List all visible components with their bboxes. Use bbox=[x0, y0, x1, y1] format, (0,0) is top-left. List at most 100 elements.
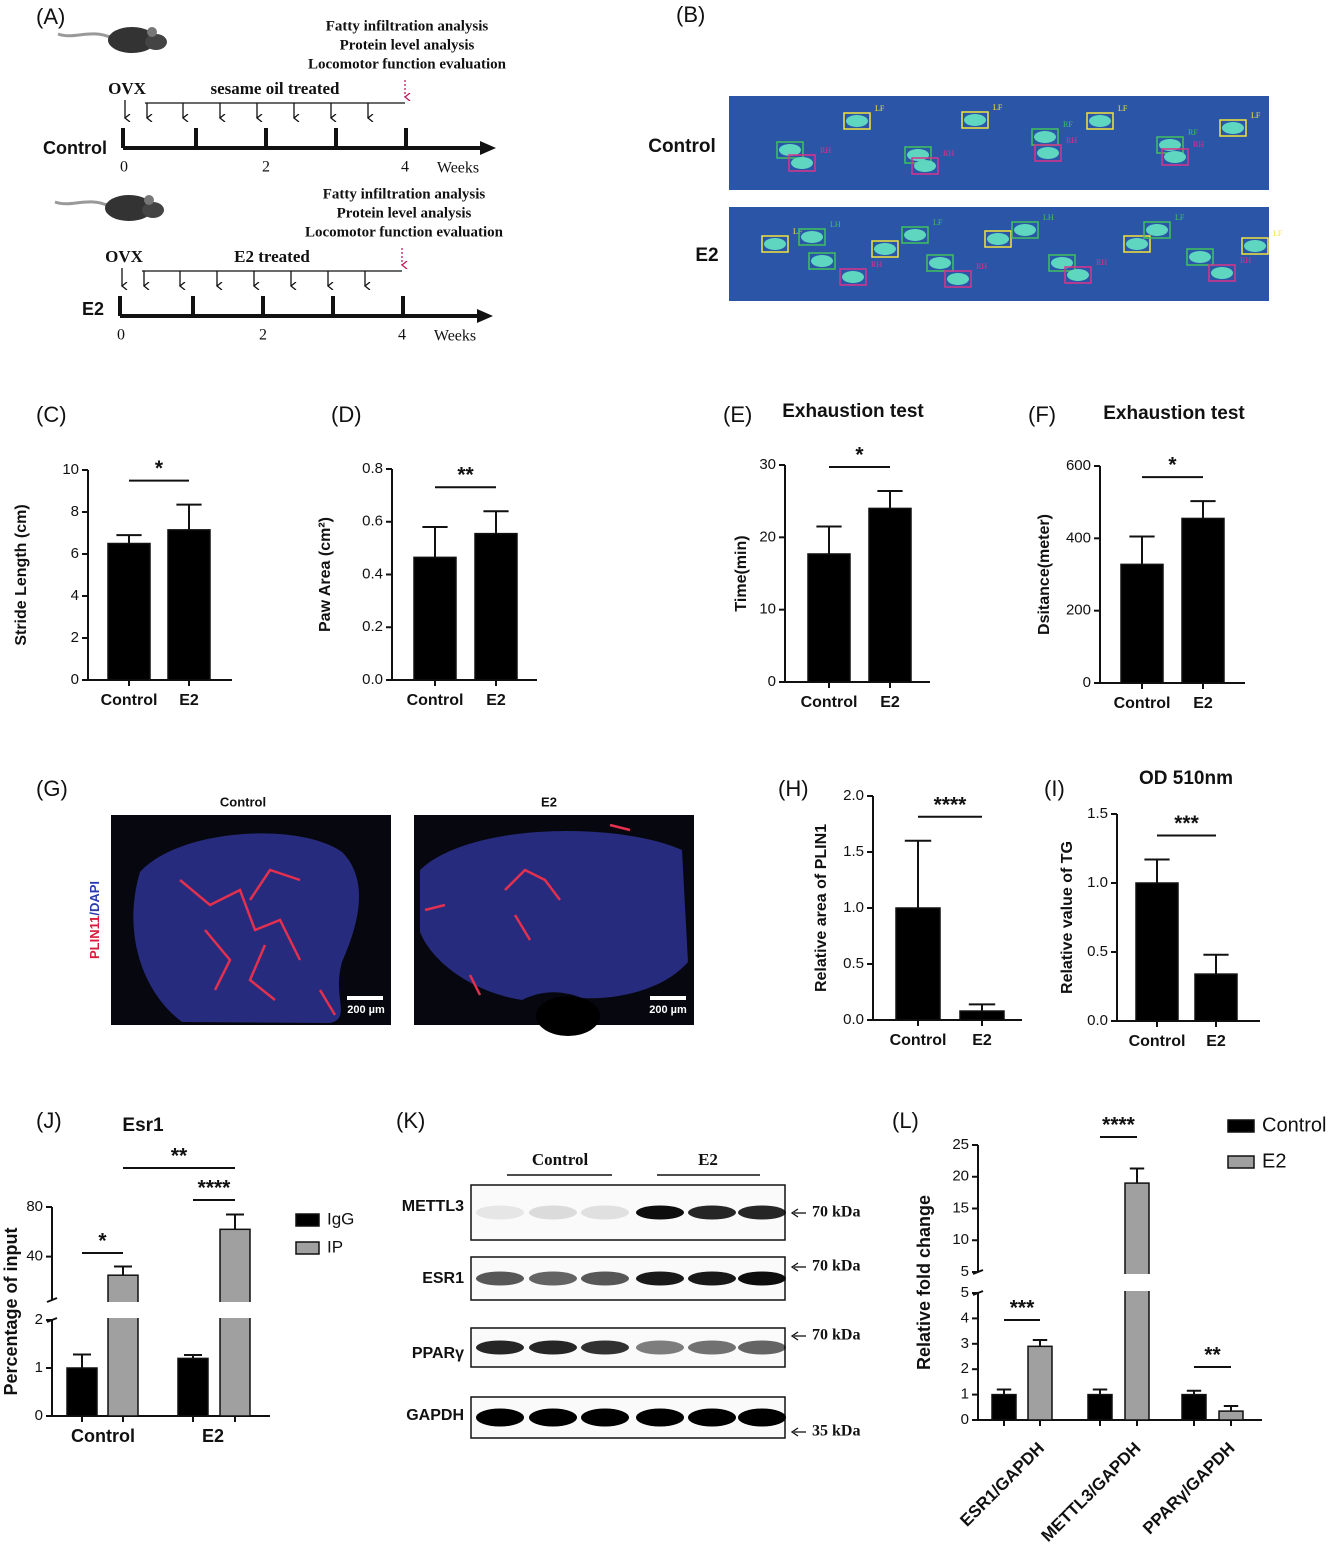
tissue bbox=[133, 833, 360, 1023]
significance-label: ** bbox=[1204, 1344, 1221, 1367]
panel-label: (L) bbox=[892, 1108, 919, 1133]
blot-band bbox=[476, 1408, 524, 1427]
y-tick-label: 0.5 bbox=[843, 955, 864, 972]
paw-tag: RF bbox=[1188, 128, 1198, 137]
paw-box bbox=[1086, 112, 1114, 130]
paw-print bbox=[1189, 251, 1211, 263]
mouse-tail bbox=[54, 200, 110, 208]
paw-box bbox=[788, 154, 816, 172]
analysis-label: Fatty infiltration analysis bbox=[326, 18, 489, 34]
y-axis-label: Paw Area (cm²) bbox=[317, 517, 334, 632]
paw-box bbox=[1123, 235, 1151, 253]
y-tick-label: 2 bbox=[71, 629, 79, 646]
axis-break bbox=[53, 1302, 272, 1318]
size-label: 70 kDa bbox=[812, 1327, 860, 1344]
y-tick-label: 0.4 bbox=[362, 565, 383, 582]
paw-tag: LF bbox=[933, 218, 943, 227]
paw-tag: LF bbox=[875, 104, 885, 113]
blot-band bbox=[738, 1408, 786, 1427]
x-tick-label: Control bbox=[1114, 695, 1171, 712]
y-tick-label: 1 bbox=[961, 1386, 969, 1403]
y-tick-label: 80 bbox=[26, 1198, 43, 1215]
panel-label: (H) bbox=[778, 776, 809, 801]
time-label: 0 bbox=[120, 159, 128, 176]
significance-label: **** bbox=[934, 793, 968, 816]
paw-tag: RH bbox=[1193, 140, 1204, 149]
paw-box bbox=[843, 112, 871, 130]
analysis-label: Protein level analysis bbox=[340, 37, 475, 53]
paw-box bbox=[1034, 144, 1062, 162]
error-bar bbox=[116, 534, 142, 544]
panel-label: (G) bbox=[36, 776, 68, 801]
bar bbox=[1181, 1393, 1207, 1421]
paw-print bbox=[1146, 224, 1168, 236]
analysis-label: Fatty infiltration analysis bbox=[323, 186, 486, 202]
protein-label: GAPDH bbox=[406, 1407, 464, 1424]
blot-band bbox=[476, 1205, 524, 1220]
bar bbox=[1194, 973, 1238, 1022]
panel-label: (C) bbox=[36, 402, 67, 427]
stain-name: PLIN11 bbox=[87, 916, 102, 959]
y-tick-label: 10 bbox=[759, 601, 776, 618]
y-tick-label: 2 bbox=[35, 1311, 43, 1328]
significance-label: * bbox=[1168, 454, 1177, 477]
blot-band bbox=[529, 1271, 577, 1286]
break-mark bbox=[46, 1317, 58, 1323]
group-label: E2 bbox=[82, 299, 104, 319]
paw-tag: RH bbox=[1240, 256, 1251, 265]
blot-band bbox=[581, 1340, 629, 1355]
y-tick-label: 15 bbox=[952, 1199, 969, 1216]
legend-label: E2 bbox=[1262, 1150, 1286, 1172]
significance-label: **** bbox=[1102, 1114, 1136, 1137]
blot-band bbox=[581, 1408, 629, 1427]
lipid-stain bbox=[179, 868, 337, 1016]
paw-print bbox=[874, 243, 896, 255]
paw-tag: RH bbox=[976, 262, 987, 271]
bar bbox=[1218, 1410, 1244, 1421]
paw-print bbox=[947, 273, 969, 285]
x-tick-label: E2 bbox=[179, 692, 199, 709]
paw-box bbox=[1143, 221, 1171, 239]
paw-tag: LF bbox=[1175, 213, 1185, 222]
y-tick-label: 0 bbox=[71, 671, 79, 688]
legend-label: IgG bbox=[327, 1209, 354, 1228]
y-tick-label: 1.0 bbox=[843, 899, 864, 916]
error-bar bbox=[1186, 1389, 1202, 1395]
error-bar bbox=[1129, 1167, 1145, 1184]
bar bbox=[107, 1274, 139, 1417]
y-axis-label: Percentage of input bbox=[1, 1227, 21, 1395]
protein-label: PPARγ bbox=[412, 1345, 464, 1362]
blot-band bbox=[581, 1271, 629, 1286]
paw-box bbox=[839, 268, 867, 286]
paw-box bbox=[1011, 221, 1039, 239]
size-arrow-head bbox=[790, 1262, 799, 1272]
error-bar bbox=[968, 1003, 996, 1012]
paw-print bbox=[1014, 224, 1036, 236]
blot-band bbox=[636, 1340, 684, 1355]
break-mark bbox=[972, 1290, 984, 1296]
paw-print bbox=[791, 157, 813, 169]
time-unit: Weeks bbox=[437, 160, 479, 177]
error-bar bbox=[996, 1388, 1012, 1395]
paw-print bbox=[987, 233, 1009, 245]
panel-label: (J) bbox=[36, 1108, 62, 1133]
mouse-tail bbox=[57, 32, 113, 40]
timeline-head bbox=[477, 309, 493, 323]
paw-tag: LF bbox=[1118, 104, 1128, 113]
time-label: 0 bbox=[117, 327, 125, 344]
legend-label: IP bbox=[327, 1237, 343, 1256]
paw-print bbox=[801, 231, 823, 243]
blot-band bbox=[529, 1340, 577, 1355]
x-tick-label: E2 bbox=[972, 1032, 992, 1049]
y-axis-label: Relative fold change bbox=[914, 1195, 934, 1370]
error-bar bbox=[176, 503, 202, 530]
significance-label: * bbox=[155, 457, 164, 480]
error-bar bbox=[483, 510, 509, 534]
blot-band bbox=[738, 1271, 786, 1286]
y-tick-label: 600 bbox=[1066, 457, 1091, 474]
y-tick-label: 0 bbox=[768, 673, 776, 690]
paw-box bbox=[1219, 119, 1247, 137]
paw-tag: RH bbox=[820, 146, 831, 155]
significance-label: *** bbox=[1010, 1297, 1035, 1320]
lipid-stain bbox=[424, 823, 631, 996]
